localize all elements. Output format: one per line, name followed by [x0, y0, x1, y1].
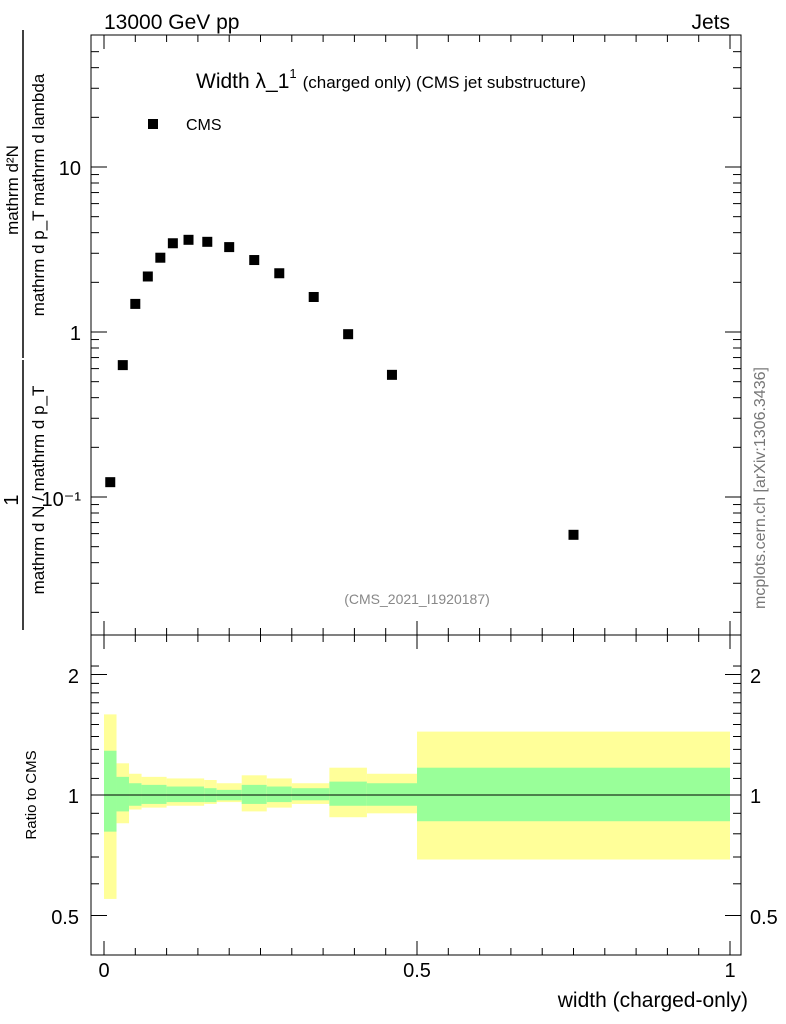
jets-label: Jets [691, 11, 730, 34]
y-label-den-2: mathrm d p_T mathrm d lambda [29, 73, 48, 316]
analysis-annotation: (CMS_2021_I1920187) [344, 591, 490, 607]
data-point [142, 271, 153, 282]
y-label-den-1: mathrm d N / mathrm d p_T [29, 386, 48, 595]
energy-label: 13000 GeV pp [104, 11, 239, 34]
band-inner [129, 783, 142, 806]
title-sup: 1 [289, 66, 296, 81]
ratio-y-ticks [91, 665, 741, 916]
band-inner [116, 776, 130, 812]
x-tick-label-0.5: 0.5 [403, 960, 431, 982]
main-x-ticks [103, 35, 731, 635]
uncertainty-bands [104, 714, 730, 899]
band-inner [241, 784, 267, 804]
band-inner [329, 781, 367, 806]
band-inner [166, 786, 205, 803]
data-point [117, 360, 128, 371]
y-tick-label-0.1: 10⁻¹ [42, 489, 82, 511]
data-point [105, 477, 116, 488]
data-point [386, 369, 397, 380]
band-inner [104, 750, 117, 832]
data-point [183, 234, 194, 245]
watermark: mcplots.cern.ch [arXiv:1306.3436] [752, 367, 769, 609]
ratio-y-tick-1: 1 [68, 786, 79, 808]
data-point [568, 529, 579, 540]
y-axis-label: 1 mathrm d N / mathrm d p_T mathrm d²N m… [1, 30, 48, 630]
band-inner [417, 767, 730, 822]
x-tick-label-0: 0 [98, 960, 109, 982]
y-label-num-2: mathrm d²N [3, 145, 22, 235]
y-label-num-1: 1 [1, 494, 23, 505]
data-point [224, 242, 235, 253]
main-y-ticks [91, 51, 741, 613]
data-point [167, 238, 178, 249]
ratio-y-label: Ratio to CMS [23, 750, 40, 839]
band-inner [366, 783, 417, 806]
ratio-y-tick-2-right: 2 [750, 666, 761, 688]
title-main: Width λ_1 [196, 70, 289, 93]
data-point [343, 329, 354, 340]
ratio-y-tick-0.5: 0.5 [51, 907, 79, 929]
band-inner [141, 784, 167, 804]
data-point [130, 298, 141, 309]
data-point [155, 252, 166, 263]
title-rest: (charged only) (CMS jet substructure) [303, 73, 586, 92]
legend-label-cms: CMS [186, 117, 222, 134]
x-axis-label: width (charged-only) [557, 989, 748, 1012]
band-inner [266, 786, 292, 803]
chart-title: Width λ_11 (charged only) (CMS jet substr… [196, 66, 586, 93]
data-point [274, 268, 285, 279]
ratio-x-ticks [103, 635, 731, 955]
y-tick-label-10: 10 [59, 158, 81, 180]
x-tick-label-1: 1 [724, 960, 735, 982]
data-point [249, 255, 260, 266]
band-inner [291, 788, 330, 801]
y-tick-label-1: 1 [70, 323, 81, 345]
ratio-y-tick-0.5-right: 0.5 [750, 907, 778, 929]
data-point [308, 291, 319, 302]
data-markers [105, 234, 579, 540]
ratio-y-tick-1-right: 1 [750, 786, 761, 808]
data-point [202, 236, 213, 247]
legend-marker [148, 119, 158, 129]
ratio-y-tick-2: 2 [68, 666, 79, 688]
